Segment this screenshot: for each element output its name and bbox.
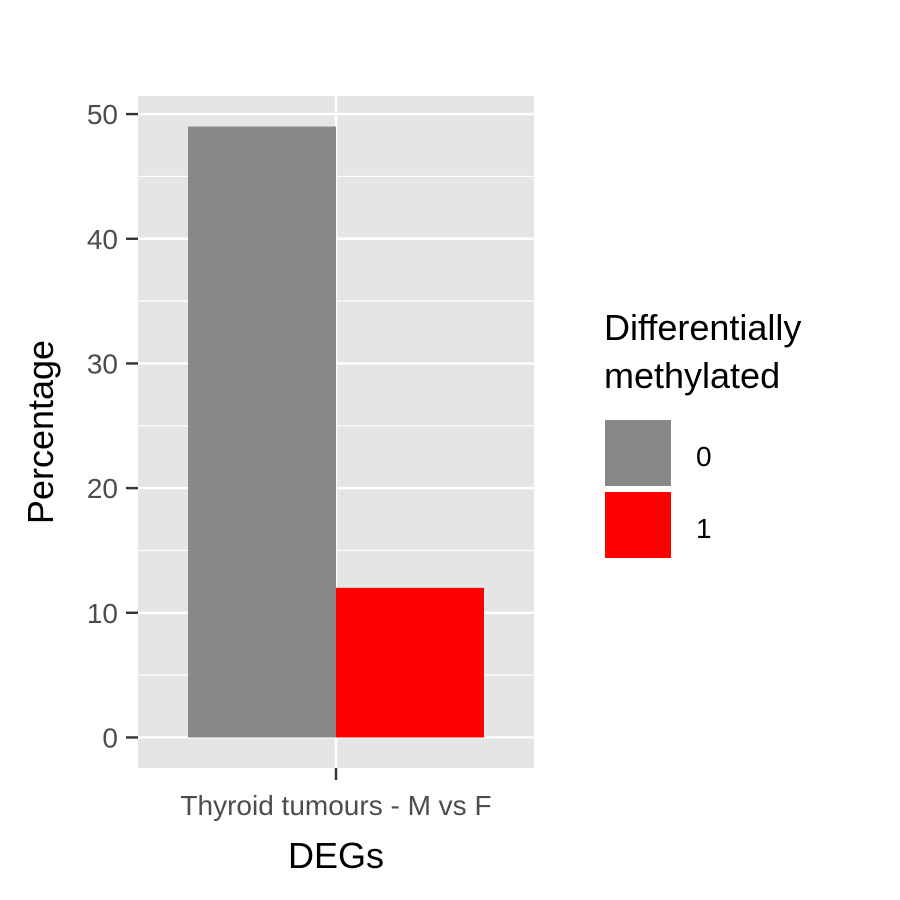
y-tick-label: 20	[87, 473, 118, 504]
y-axis-title: Percentage	[20, 340, 61, 524]
legend-title: Differentially methylated	[604, 307, 811, 396]
legend: Differentially methylated 0 1	[604, 307, 811, 558]
y-axis: 0 10 20 30 40 50	[87, 99, 138, 753]
y-tick-label: 10	[87, 598, 118, 629]
legend-key-0	[605, 420, 671, 486]
bar-series-0	[188, 126, 336, 738]
legend-title-line-2: methylated	[604, 355, 780, 396]
x-axis-title: DEGs	[288, 835, 384, 876]
x-axis: Thyroid tumours - M vs F	[180, 768, 492, 821]
legend-label-1: 1	[696, 513, 712, 544]
y-tick-label: 30	[87, 348, 118, 379]
x-tick-label: Thyroid tumours - M vs F	[180, 790, 491, 821]
bar-series-1	[336, 587, 484, 738]
legend-title-line-1: Differentially	[604, 307, 801, 348]
y-tick-label: 50	[87, 99, 118, 130]
legend-label-0: 0	[696, 441, 712, 472]
y-tick-label: 0	[102, 722, 118, 753]
legend-key-1	[605, 492, 671, 558]
y-tick-label: 40	[87, 224, 118, 255]
bars	[188, 126, 484, 738]
